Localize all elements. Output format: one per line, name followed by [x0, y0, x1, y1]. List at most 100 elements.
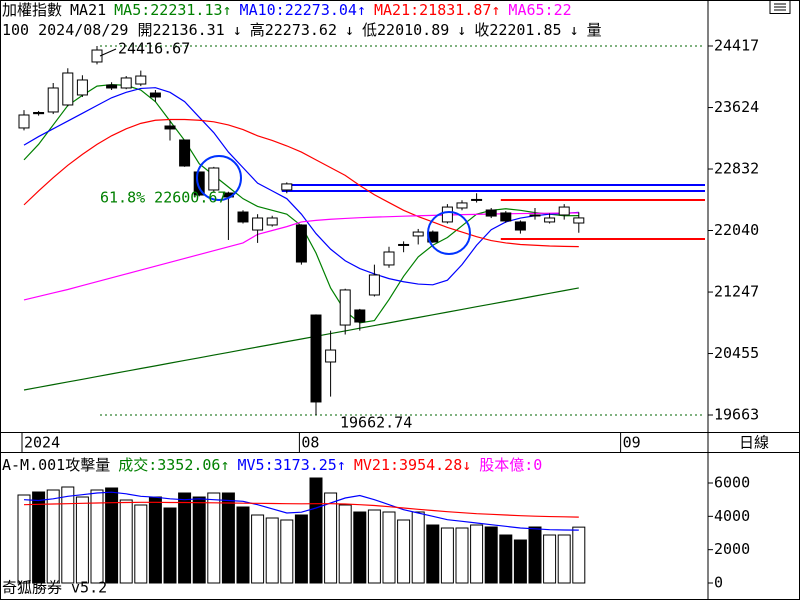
y-tick-label: 21247: [714, 283, 759, 301]
header-item: A-M.001攻擊量: [2, 456, 110, 474]
volume-bar: [455, 527, 469, 584]
axes: 24417 23624 22832 22040 21247 20455 19663 6000 4…: [21, 36, 759, 592]
low-annotation: 19662.74: [340, 414, 412, 432]
candle-body: [471, 198, 483, 201]
y-tick-label: 4000: [714, 507, 750, 525]
volume-bar: [440, 527, 454, 584]
legend-entry: MA21:21831.87: [374, 1, 491, 19]
x-tick-label: 2024: [24, 434, 60, 452]
volume-bar: [119, 499, 133, 584]
annotation-leader: [99, 48, 117, 57]
candle-body: [120, 77, 132, 89]
volume-bar: [75, 496, 89, 584]
legend-entry: MA5:22231.13: [114, 1, 222, 19]
volume-bar: [513, 539, 527, 584]
candle-body: [281, 183, 293, 191]
ma-line: [23, 287, 579, 391]
legend-arrow: ↓: [462, 456, 471, 474]
candle-body: [47, 87, 59, 113]
volume-bar: [543, 534, 557, 584]
volume-bar: [338, 504, 352, 584]
y-tick-label: 6000: [714, 474, 750, 492]
volume-bar: [528, 526, 542, 584]
candle-body: [529, 214, 541, 217]
header-item: MA21: [70, 1, 106, 19]
candle-body: [544, 217, 556, 223]
candle-body: [18, 114, 30, 129]
legend-entry: MA10:22273.04: [240, 1, 357, 19]
volume-panel: [17, 477, 586, 584]
y-tick-label: 0: [714, 574, 723, 592]
volume-bar: [324, 492, 338, 584]
y-tick-label: 2000: [714, 540, 750, 558]
candle-body: [368, 274, 380, 296]
header-item: ↓: [345, 21, 354, 39]
volume-bar: [61, 486, 75, 584]
volume-bar: [557, 534, 571, 584]
period-label: 日線: [739, 434, 769, 452]
header-item: 高22273.62: [250, 21, 337, 39]
volume-ma-line: [23, 501, 579, 518]
candle-body: [412, 231, 424, 237]
volume-bar: [426, 524, 440, 584]
candle-body: [193, 171, 205, 196]
candle-body: [456, 202, 468, 209]
header-item: 低22010.89: [362, 21, 449, 39]
candle-body: [135, 75, 147, 85]
volume-bar: [105, 487, 119, 584]
volume-bar: [309, 477, 323, 584]
legend-entry: MA65:22: [508, 1, 571, 19]
volume-bar: [280, 519, 294, 584]
candle-body: [266, 217, 278, 226]
candle-body: [295, 224, 307, 263]
legend-arrow: ↑: [357, 1, 366, 19]
highlight-circle: [427, 211, 471, 255]
header-row: 100 2024/08/29 開22136.31 ↓ 高22273.62 ↓ 低2201…: [2, 21, 602, 39]
footer: 奇狐勝券 v5.2: [2, 579, 107, 597]
header-row: A-M.001攻擊量 成交:3352.06↑ MV5:3173.25↑ MV21:39…: [2, 456, 542, 474]
candle-body: [573, 217, 585, 224]
legend-arrow: ↑: [491, 1, 500, 19]
volume-bar: [163, 507, 177, 584]
header-row: 加權指數 MA21 MA5:22231.13↑ MA10:22273.04↑ MA21:…: [2, 1, 572, 19]
candle-body: [441, 206, 453, 223]
candle-body: [252, 217, 264, 231]
candle-body: [76, 79, 88, 96]
volume-bar: [134, 504, 148, 584]
candle-body: [106, 84, 118, 89]
candle-body: [91, 49, 103, 63]
y-tick-label: 24417: [714, 36, 759, 54]
candle-body: [500, 212, 512, 222]
legend-entry: MV5:3173.25: [238, 456, 337, 474]
header-item: 收22201.85: [474, 21, 561, 39]
candle-body: [325, 349, 337, 363]
candle-body: [514, 221, 526, 231]
candle-body: [208, 167, 220, 191]
candle-body: [354, 309, 366, 323]
price-panel: [18, 45, 705, 416]
legend-arrow: ↑: [220, 456, 229, 474]
volume-bar: [178, 492, 192, 584]
volume-bar: [236, 506, 250, 584]
y-tick-label: 23624: [714, 98, 759, 116]
ma-line: [23, 87, 579, 286]
highlight-circle: [196, 155, 242, 201]
y-tick-label: 20455: [714, 344, 759, 362]
volume-bar: [251, 514, 265, 584]
header-item: ↓: [570, 21, 579, 39]
volume-bar: [265, 517, 279, 584]
volume-bar: [46, 489, 60, 584]
volume-bar: [221, 492, 235, 584]
volume-bar: [499, 534, 513, 584]
x-tick-label: 09: [623, 434, 641, 452]
volume-bar: [207, 492, 221, 584]
candle-body: [179, 139, 191, 167]
ma-line: [23, 118, 579, 248]
volume-bar: [397, 519, 411, 584]
legend-arrow: ↑: [223, 1, 232, 19]
volume-bar: [32, 491, 46, 584]
volume-ma-line: [23, 491, 579, 531]
legend-entry: MV21:3954.28: [354, 456, 462, 474]
